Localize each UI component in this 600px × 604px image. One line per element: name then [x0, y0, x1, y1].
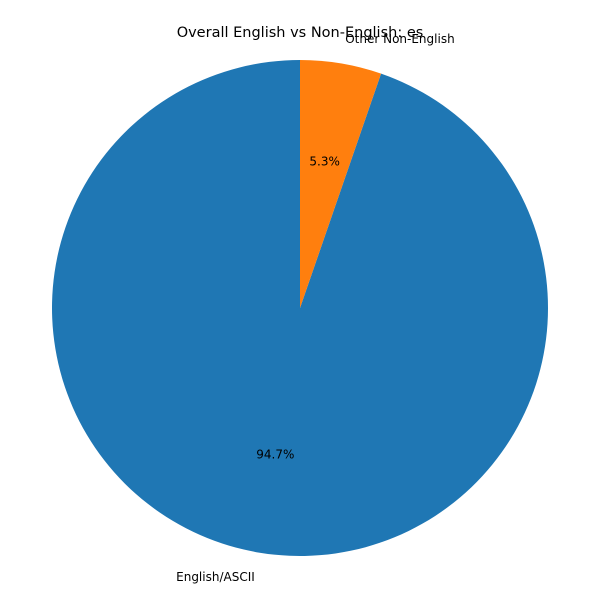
slice-label: English/ASCII	[176, 570, 255, 584]
slice-percent-label: 94.7%	[256, 448, 294, 462]
pie-slice-other-non-english	[300, 60, 382, 308]
chart-title: Overall English vs Non-English: es	[177, 25, 424, 41]
slice-percent-label: 5.3%	[309, 154, 340, 168]
pie-labels: English/ASCII 94.7% Other Non-English 5.3%	[176, 32, 455, 584]
pie-slices	[51, 60, 548, 556]
slice-label: Other Non-English	[345, 32, 454, 46]
